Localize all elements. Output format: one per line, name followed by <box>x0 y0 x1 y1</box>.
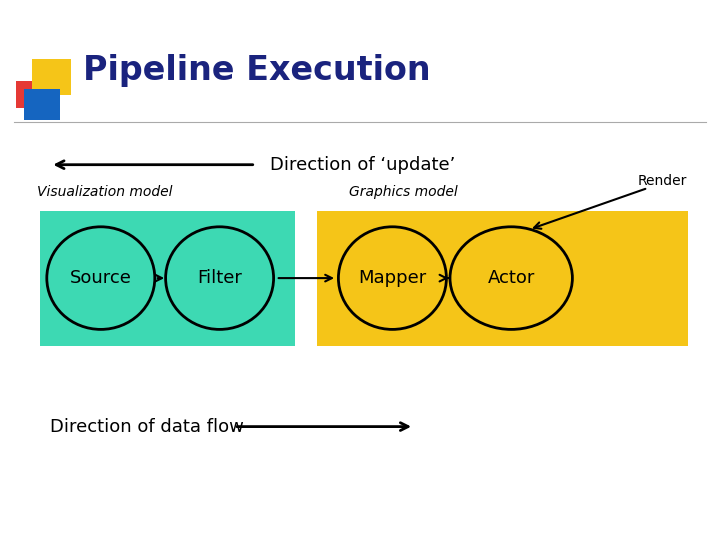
Text: Direction of ‘update’: Direction of ‘update’ <box>270 156 455 174</box>
Text: Actor: Actor <box>487 269 535 287</box>
Text: Filter: Filter <box>197 269 242 287</box>
Text: Visualization model: Visualization model <box>37 185 172 199</box>
Text: Render: Render <box>637 174 687 188</box>
FancyBboxPatch shape <box>32 59 71 94</box>
FancyBboxPatch shape <box>317 211 688 346</box>
FancyBboxPatch shape <box>40 211 295 346</box>
FancyBboxPatch shape <box>24 89 60 120</box>
FancyBboxPatch shape <box>16 81 43 108</box>
Text: Mapper: Mapper <box>359 269 426 287</box>
Text: Graphics model: Graphics model <box>348 185 458 199</box>
Text: Source: Source <box>70 269 132 287</box>
Text: Direction of data flow: Direction of data flow <box>50 417 244 436</box>
Text: Pipeline Execution: Pipeline Execution <box>83 53 431 87</box>
